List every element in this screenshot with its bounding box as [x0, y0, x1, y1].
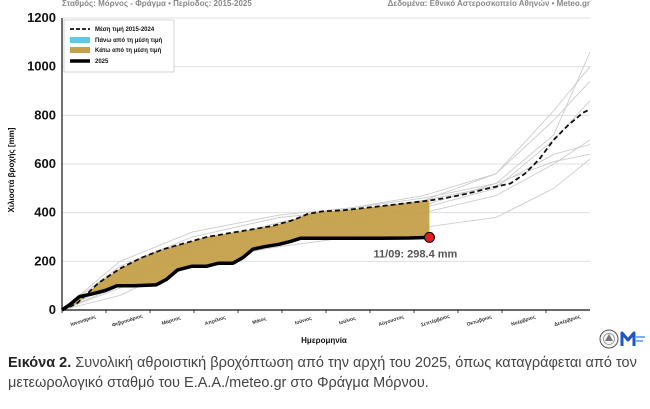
- legend-above-swatch: [70, 37, 90, 43]
- x-ticks: Ιανουάριος Φεβρουάριος Μάρτιος Απρίλιος Μάιο…: [61, 310, 582, 329]
- x-tick-label: Ιούνιος: [294, 315, 313, 326]
- x-tick-label: Ιανουάριος: [70, 314, 97, 328]
- y-ticks: 0 200 400 600 800 1000 1200: [27, 10, 56, 317]
- y-tick-label: 0: [49, 302, 56, 317]
- caption-label: Εικόνα 2.: [8, 355, 72, 371]
- x-tick-label: Σεπτέμβριος: [420, 313, 451, 328]
- meteo-m-icon: [620, 331, 645, 346]
- x-tick-label: Φεβρουάριος: [111, 313, 143, 329]
- cumulative-rainfall-chart: Σταθμός: Μόρνος - Φράγμα • Περίοδος: 201…: [7, 0, 645, 349]
- y-tick-label: 600: [34, 156, 56, 171]
- legend-mean-label: Μέση τιμή 2015-2024: [95, 27, 155, 33]
- x-tick-label: Απρίλιος: [204, 315, 227, 328]
- y-tick-label: 200: [34, 253, 56, 268]
- mean-line: [61, 108, 591, 311]
- y-tick-label: 1000: [27, 59, 56, 74]
- latest-value-annotation: 11/09: 298.4 mm: [374, 248, 458, 260]
- x-tick-label: Αύγουστος: [378, 314, 405, 328]
- x-tick-label: Οκτώβριος: [466, 314, 493, 328]
- series-lines: [61, 108, 591, 312]
- x-tick-label: Μάρτιος: [161, 315, 182, 327]
- y-tick-label: 400: [34, 205, 56, 220]
- legend-below-swatch: [70, 47, 90, 53]
- history-line: [61, 66, 591, 311]
- seal-icon: [599, 329, 619, 349]
- legend: Μέση τιμή 2015-2024 Πάνω από τη μέση τιμ…: [63, 19, 175, 73]
- legend-above-label: Πάνω από τη μέση τιμή: [95, 38, 163, 44]
- caption-text: Συνολική αθροιστική βροχόπτωση από την α…: [8, 355, 637, 391]
- x-tick-label: Δεκέμβριος: [553, 314, 581, 328]
- x-tick-label: Ιούλιος: [338, 315, 357, 326]
- x-tick-label: Μάιος: [252, 316, 268, 326]
- line-2025: [61, 235, 430, 312]
- source-header: Δεδομένα: Εθνικό Αστεροσκοπείο Αθηνών • …: [388, 0, 590, 8]
- y-axis-label: Χιλιοστά βροχής [mm]: [7, 127, 16, 212]
- y-tick-label: 1200: [27, 10, 56, 25]
- legend-below-label: Κάτω από τη μέση τιμή: [95, 48, 162, 54]
- station-header: Σταθμός: Μόρνος - Φράγμα • Περίοδος: 201…: [62, 0, 252, 8]
- latest-value-marker: [423, 231, 435, 243]
- legend-2025-label: 2025: [95, 59, 109, 65]
- y-tick-label: 800: [34, 107, 56, 122]
- figure-caption: Εικόνα 2. Συνολική αθροιστική βροχόπτωση…: [8, 353, 648, 393]
- x-axis-label: Ημερομηνία: [301, 336, 347, 345]
- x-tick-label: Νοέμβριος: [510, 314, 536, 328]
